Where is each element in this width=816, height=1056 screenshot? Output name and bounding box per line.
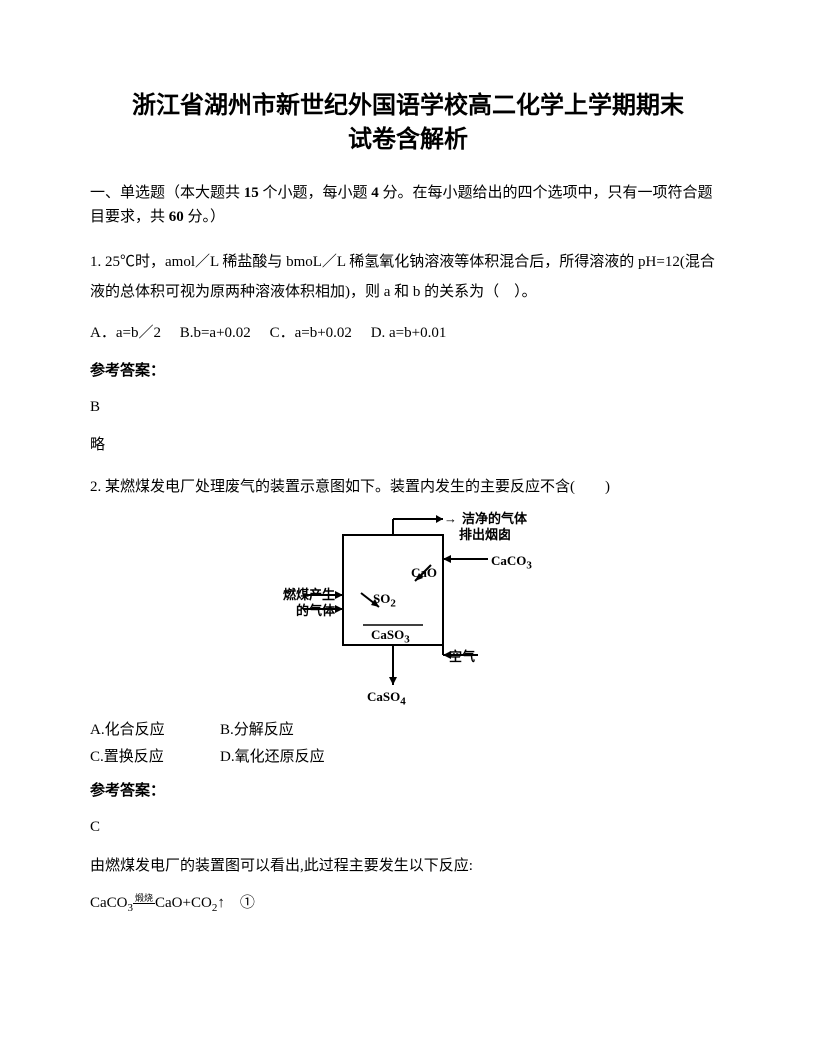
q2-option-d: D.氧化还原反应: [220, 744, 350, 771]
label-caso3: CaSO3: [371, 625, 410, 649]
diagram-container: →洁净的气体 排出烟囱 CaCO3 CaO 燃煤产生 的气体 SO2 CaSO3…: [90, 507, 726, 707]
label-caco3: CaCO3: [491, 551, 532, 575]
title-line1: 浙江省湖州市新世纪外国语学校高二化学上学期期末: [132, 93, 684, 119]
label-so2: SO2: [373, 589, 396, 613]
page-title: 浙江省湖州市新世纪外国语学校高二化学上学期期末 试卷含解析: [90, 90, 726, 157]
label-fuel-gas-2: 的气体: [263, 601, 335, 622]
label-air: 空气: [449, 647, 475, 668]
q1-option-c: C．a=b+0.02: [270, 325, 352, 341]
q1-option-b: B.b=a+0.02: [180, 325, 251, 341]
question-1-text: 1. 25℃时，amol／L 稀盐酸与 bmoL／L 稀氢氧化钠溶液等体积混合后…: [90, 247, 726, 307]
q2-explanation: 由燃煤发电厂的装置图可以看出,此过程主要发生以下反应:: [90, 853, 726, 880]
section-1-header: 一、单选题（本大题共 15 个小题，每小题 4 分。在每小题给出的四个选项中，只…: [90, 181, 726, 229]
question-2-text: 2. 某燃煤发电厂处理废气的装置示意图如下。装置内发生的主要反应不含( ): [90, 475, 726, 499]
label-cao: CaO: [411, 563, 437, 584]
q2-option-a: A.化合反应: [90, 717, 220, 744]
label-clean-gas-2: 排出烟囱: [459, 525, 511, 546]
q1-option-a: A．a=b／2: [90, 325, 161, 341]
q1-option-d: D. a=b+0.01: [371, 325, 447, 341]
question-1-options: A．a=b／2 B.b=a+0.02 C．a=b+0.02 D. a=b+0.0…: [90, 321, 726, 345]
question-2-options: A.化合反应 B.分解反应 C.置换反应 D.氧化还原反应: [90, 717, 726, 771]
q2-option-b: B.分解反应: [220, 717, 350, 744]
q1-brief: 略: [90, 433, 726, 457]
q2-answer: C: [90, 815, 726, 839]
q1-answer: B: [90, 395, 726, 419]
q2-option-c: C.置换反应: [90, 744, 220, 771]
process-diagram: →洁净的气体 排出烟囱 CaCO3 CaO 燃煤产生 的气体 SO2 CaSO3…: [263, 507, 553, 707]
q2-answer-label: 参考答案：: [90, 779, 726, 803]
q1-answer-label: 参考答案：: [90, 359, 726, 383]
q2-equation-1: CaCO3煅烧CaO+CO2↑ ①: [90, 890, 726, 919]
title-line2: 试卷含解析: [348, 127, 468, 153]
label-caso4: CaSO4: [367, 687, 406, 711]
